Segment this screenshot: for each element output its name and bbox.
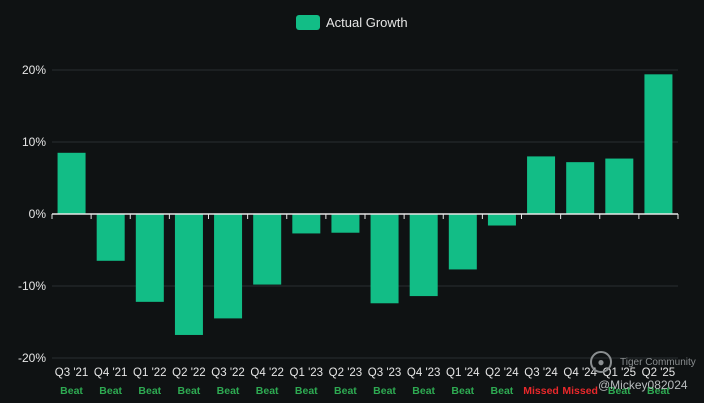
result-label: Beat — [60, 385, 83, 397]
bar[interactable] — [409, 214, 438, 297]
x-tick-label: Q3 '24 — [524, 367, 558, 379]
result-label: Beat — [491, 385, 514, 397]
bar[interactable] — [214, 214, 243, 319]
result-label: Beat — [608, 385, 631, 397]
bar[interactable] — [96, 214, 125, 261]
bar[interactable] — [135, 214, 164, 302]
x-tick-label: Q3 '22 — [211, 367, 245, 379]
watermark: ● Tiger Community @Mickey082024 — [590, 350, 700, 394]
x-tick-label: Q2 '22 — [172, 367, 206, 379]
x-tick-label: Q4 '21 — [94, 367, 128, 379]
y-tick-label: -10% — [18, 279, 46, 293]
bar[interactable] — [448, 214, 477, 270]
result-label: Beat — [99, 385, 122, 397]
bar[interactable] — [331, 214, 360, 233]
legend-item-actual-growth[interactable]: Actual Growth — [296, 13, 408, 31]
y-tick-label: 10% — [22, 135, 46, 149]
x-tick-label: Q2 '23 — [329, 367, 363, 379]
watermark-user: @Mickey082024 — [598, 378, 688, 392]
x-tick-label: Q4 '22 — [250, 367, 284, 379]
x-tick-label: Q4 '23 — [407, 367, 441, 379]
result-label: Beat — [334, 385, 357, 397]
x-tick-label: Q3 '23 — [368, 367, 402, 379]
watermark-brand: Tiger Community — [620, 357, 696, 368]
bar[interactable] — [605, 158, 634, 214]
x-tick-label: Q1 '22 — [133, 367, 167, 379]
x-tick-label: Q4 '24 — [563, 367, 597, 379]
tiger-logo-icon: ● — [590, 351, 612, 373]
result-label: Missed — [523, 385, 559, 397]
bar[interactable] — [57, 152, 86, 214]
result-label: Missed — [562, 385, 598, 397]
x-tick-label: Q1 '23 — [290, 367, 324, 379]
result-label: Beat — [178, 385, 201, 397]
y-tick-label: 0% — [29, 207, 47, 221]
x-tick-label: Q1 '25 — [603, 367, 637, 379]
result-label: Beat — [295, 385, 318, 397]
x-tick-label: Q1 '24 — [446, 367, 480, 379]
bar[interactable] — [253, 214, 282, 285]
bar[interactable] — [527, 156, 556, 214]
bar[interactable] — [566, 162, 595, 214]
bar[interactable] — [174, 214, 203, 335]
y-tick-label: 20% — [22, 63, 46, 77]
result-label: Beat — [412, 385, 435, 397]
legend-label: Actual Growth — [326, 14, 408, 30]
x-tick-label: Q2 '24 — [485, 367, 519, 379]
result-label: Beat — [138, 385, 161, 397]
bar[interactable] — [644, 74, 673, 214]
legend-swatch — [296, 14, 320, 30]
x-tick-label: Q3 '21 — [55, 367, 89, 379]
result-label: Beat — [217, 385, 240, 397]
result-label: Beat — [373, 385, 396, 397]
x-tick-label: Q2 '25 — [642, 367, 676, 379]
bar[interactable] — [487, 214, 516, 226]
bar[interactable] — [292, 214, 321, 234]
y-tick-label: -20% — [18, 351, 46, 365]
result-label: Beat — [256, 385, 279, 397]
result-label: Beat — [451, 385, 474, 397]
bar[interactable] — [370, 214, 399, 304]
result-label: Beat — [647, 385, 670, 397]
